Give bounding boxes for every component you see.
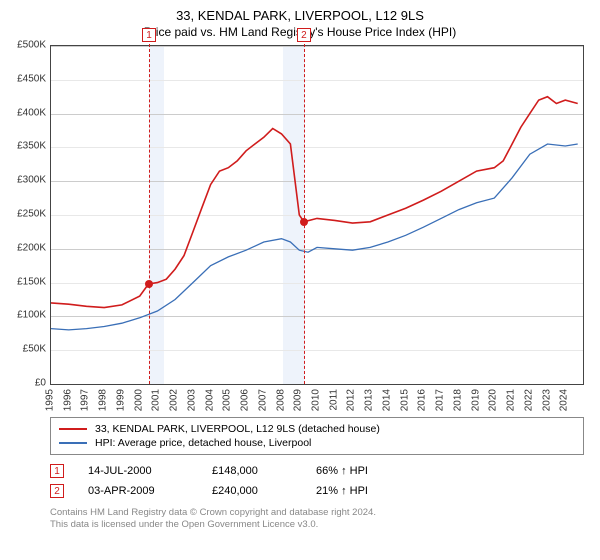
x-tick-label: 2006 <box>240 389 251 411</box>
y-tick-label: £150K <box>17 276 46 287</box>
legend: 33, KENDAL PARK, LIVERPOOL, L12 9LS (det… <box>50 417 584 455</box>
y-tick-label: £450K <box>17 73 46 84</box>
line-chart-svg <box>51 46 583 384</box>
sale-date: 03-APR-2009 <box>88 485 188 497</box>
x-tick-label: 2010 <box>311 389 322 411</box>
x-tick-label: 2007 <box>257 389 268 411</box>
x-tick-label: 2020 <box>488 389 499 411</box>
x-tick-label: 2015 <box>399 389 410 411</box>
x-tick-label: 2022 <box>523 389 534 411</box>
y-tick-label: £50K <box>23 344 46 355</box>
y-tick-label: £300K <box>17 175 46 186</box>
x-tick-label: 2016 <box>417 389 428 411</box>
sale-row: 2 03-APR-2009 £240,000 21% ↑ HPI <box>50 481 584 501</box>
legend-label: HPI: Average price, detached house, Live… <box>95 437 311 449</box>
sales-table: 1 14-JUL-2000 £148,000 66% ↑ HPI 2 03-APR-200… <box>50 461 584 501</box>
sale-marker-dot <box>145 280 153 288</box>
sale-row-marker: 2 <box>50 484 64 498</box>
y-tick-label: £100K <box>17 310 46 321</box>
sale-marker-line <box>149 44 150 384</box>
sale-price: £148,000 <box>212 465 292 477</box>
x-tick-label: 1998 <box>98 389 109 411</box>
x-tick-label: 1999 <box>115 389 126 411</box>
plot-area: 12 <box>50 45 584 385</box>
x-tick-label: 1997 <box>80 389 91 411</box>
x-tick-label: 2017 <box>435 389 446 411</box>
y-tick-label: £350K <box>17 141 46 152</box>
x-tick-label: 2002 <box>169 389 180 411</box>
sale-marker-box: 2 <box>297 28 311 42</box>
sale-price: £240,000 <box>212 485 292 497</box>
x-tick-label: 2014 <box>381 389 392 411</box>
x-tick-label: 2001 <box>151 389 162 411</box>
chart-container: £0 £50K £100K £150K £200K £250K £300K £350K £400… <box>8 45 588 415</box>
footer-line-1: Contains HM Land Registry data © Crown c… <box>50 507 584 519</box>
y-tick-label: £250K <box>17 209 46 220</box>
y-tick-label: £500K <box>17 40 46 51</box>
sale-row: 1 14-JUL-2000 £148,000 66% ↑ HPI <box>50 461 584 481</box>
x-tick-label: 2008 <box>275 389 286 411</box>
x-tick-label: 2000 <box>133 389 144 411</box>
series-hpi <box>51 144 578 330</box>
y-tick-label: £400K <box>17 107 46 118</box>
sale-hpi: 66% ↑ HPI <box>316 465 416 477</box>
sale-date: 14-JUL-2000 <box>88 465 188 477</box>
y-axis-labels: £0£50K£100K£150K£200K£250K£300K£350K£400… <box>8 45 48 385</box>
x-tick-label: 2024 <box>559 389 570 411</box>
x-tick-label: 2003 <box>186 389 197 411</box>
sale-marker-line <box>304 44 305 384</box>
sale-marker-dot <box>300 218 308 226</box>
sale-hpi: 21% ↑ HPI <box>316 485 416 497</box>
y-tick-label: £0 <box>35 378 46 389</box>
x-tick-label: 2023 <box>541 389 552 411</box>
x-tick-label: 2019 <box>470 389 481 411</box>
x-tick-label: 1995 <box>45 389 56 411</box>
x-tick-label: 2011 <box>328 389 339 411</box>
x-tick-label: 2005 <box>222 389 233 411</box>
legend-item: HPI: Average price, detached house, Live… <box>59 436 575 450</box>
y-tick-label: £200K <box>17 242 46 253</box>
legend-swatch <box>59 428 87 430</box>
x-tick-label: 2004 <box>204 389 215 411</box>
x-tick-label: 1996 <box>62 389 73 411</box>
series-price_paid <box>51 97 578 308</box>
legend-item: 33, KENDAL PARK, LIVERPOOL, L12 9LS (det… <box>59 422 575 436</box>
legend-swatch <box>59 442 87 444</box>
page-title: 33, KENDAL PARK, LIVERPOOL, L12 9LS <box>8 8 592 23</box>
footer-attribution: Contains HM Land Registry data © Crown c… <box>50 507 584 532</box>
x-tick-label: 2018 <box>452 389 463 411</box>
sale-row-marker: 1 <box>50 464 64 478</box>
legend-label: 33, KENDAL PARK, LIVERPOOL, L12 9LS (det… <box>95 423 380 435</box>
x-tick-label: 2009 <box>293 389 304 411</box>
x-tick-label: 2021 <box>506 389 517 411</box>
x-tick-label: 2013 <box>364 389 375 411</box>
x-tick-label: 2012 <box>346 389 357 411</box>
x-axis-labels: 1995199619971998199920002001200220032004… <box>50 387 584 417</box>
footer-line-2: This data is licensed under the Open Gov… <box>50 519 584 531</box>
sale-marker-box: 1 <box>142 28 156 42</box>
